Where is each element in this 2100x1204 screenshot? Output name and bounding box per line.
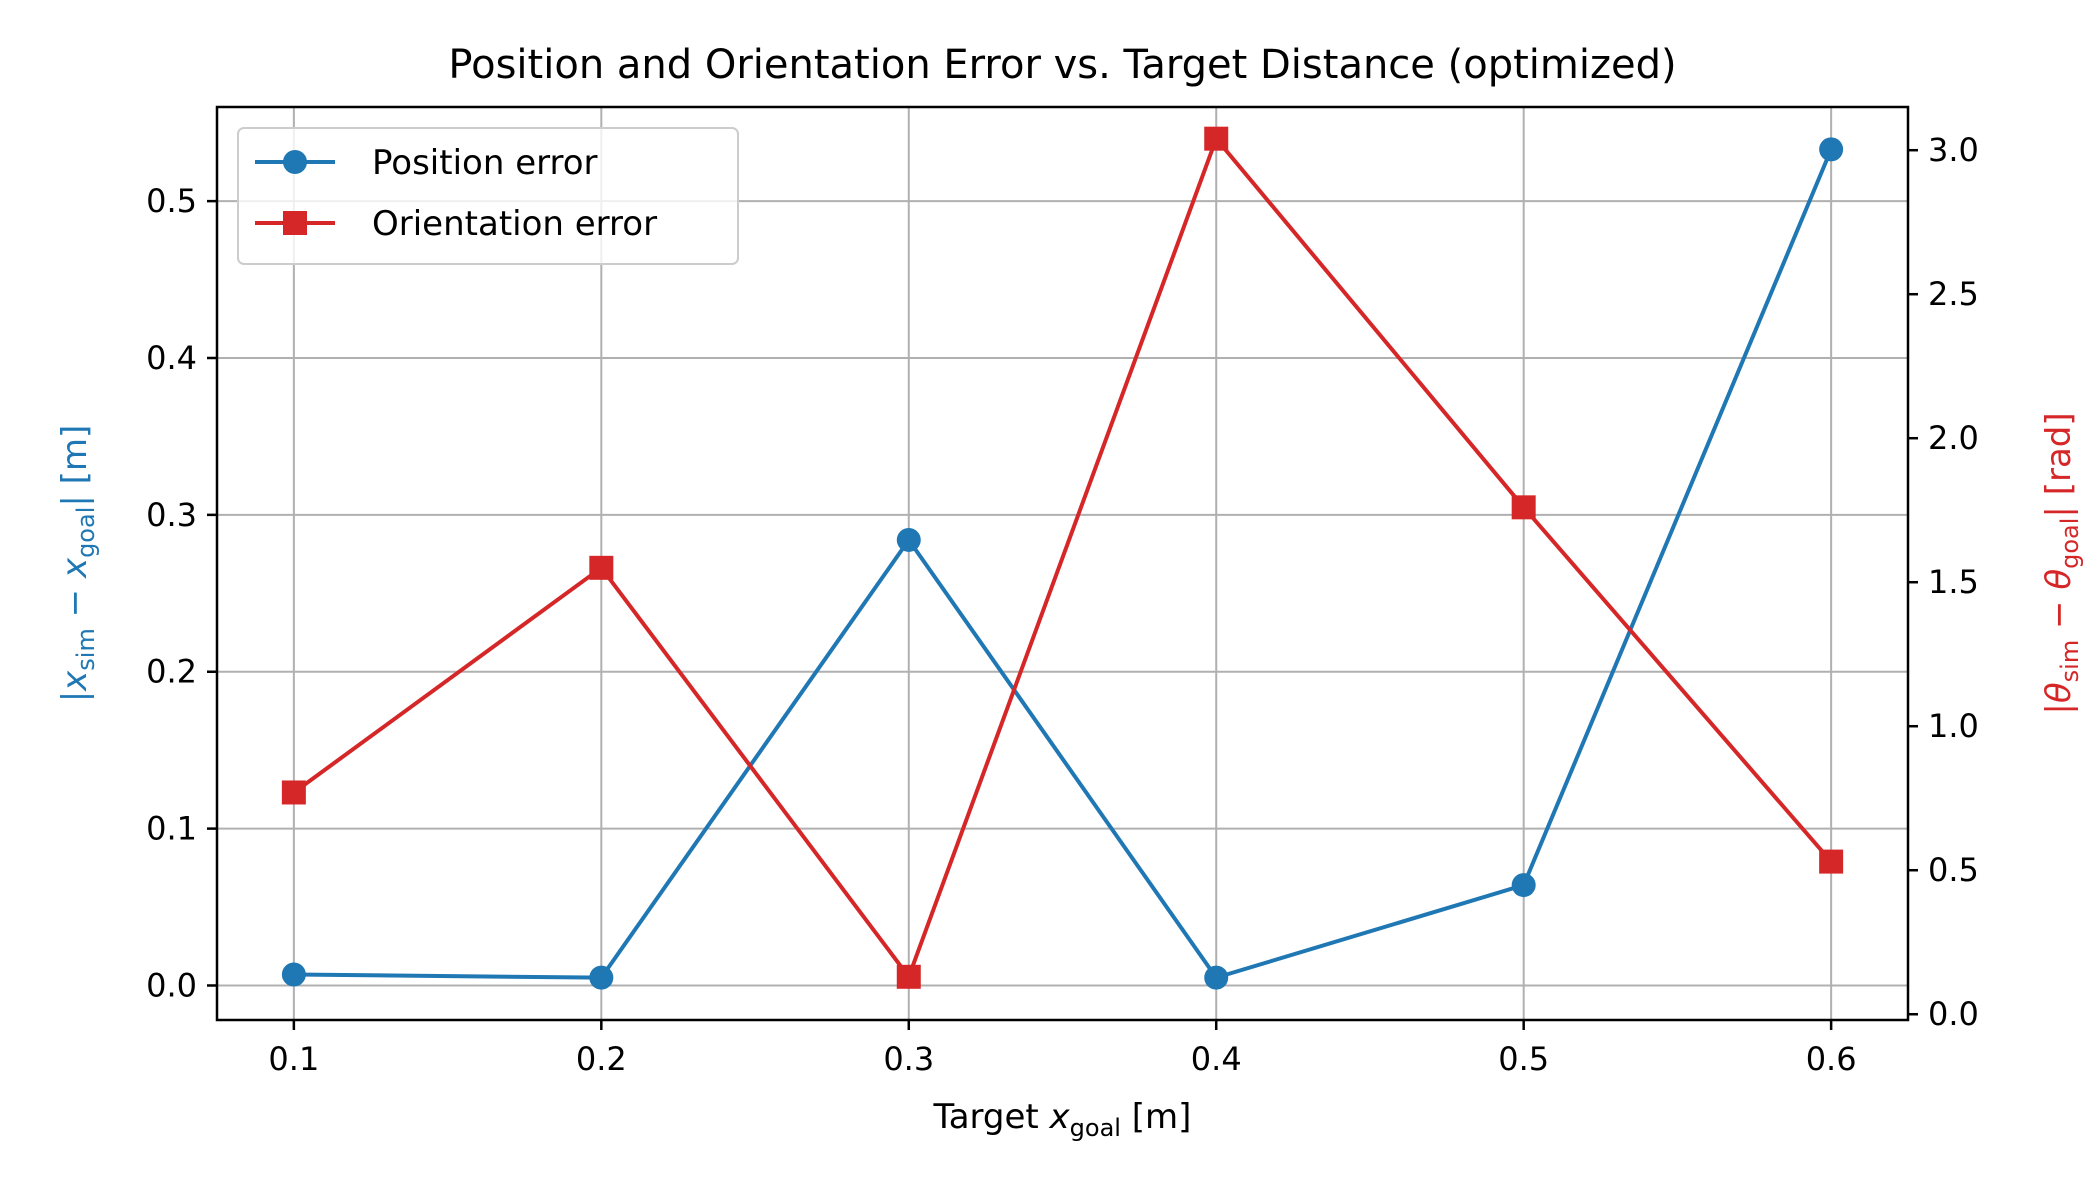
x-axis-title-sub: goal [1070, 1114, 1121, 1142]
position-error-line [293, 148, 1833, 980]
left-axis-title-op: − [55, 578, 95, 628]
right-axis-title-close: | [rad] [2039, 412, 2079, 517]
right-axis-title-open: | [2039, 703, 2079, 714]
position-error-point [281, 962, 306, 987]
x-axis-title-prefix: Target [933, 1097, 1050, 1137]
right-axis-title-op: − [2039, 590, 2079, 640]
left-axis-title-var1: x [55, 670, 95, 692]
left-y-tick-label: 0.5 [146, 182, 197, 220]
chart-title: Position and Orientation Error vs. Targe… [448, 42, 1676, 88]
right-axis-title-var2: θ [2039, 569, 2079, 590]
right-axis-title-sub2: goal [2056, 518, 2084, 569]
left-y-axis-title: |xsim − xgoal| [m] [55, 425, 100, 703]
legend-box [237, 127, 739, 265]
x-axis-title-suffix: [m] [1121, 1097, 1191, 1137]
series-lines [281, 126, 1844, 990]
right-y-tick-label: 1.5 [1928, 563, 1979, 601]
legend-entry-orientation-error: Orientation error [255, 204, 657, 244]
axis-ticks: 0.1 0.2 0.3 0.4 0.5 0.6 0.0 0.1 0.2 0.3 0.4 0.5 0.0 0… [146, 131, 1979, 1078]
left-y-tick-label: 0.0 [146, 966, 197, 1004]
position-error-point [896, 527, 921, 552]
left-axis-title-sub1: sim [72, 628, 100, 671]
orientation-error-point [589, 555, 614, 580]
svg-text:|θsim − θgoal| [rad]: |θsim − θgoal| [rad] [2039, 412, 2084, 714]
right-y-tick-label: 2.0 [1928, 419, 1979, 457]
left-y-tick-label: 0.4 [146, 339, 197, 377]
x-axis-title: Target xgoal [m] [933, 1097, 1192, 1142]
left-y-tick-label: 0.2 [146, 653, 197, 691]
position-error-point [1204, 965, 1229, 990]
right-axis-title-var1: θ [2039, 682, 2079, 703]
right-y-axis-title: |θsim − θgoal| [rad] [2039, 412, 2084, 714]
orientation-error-point [896, 964, 921, 989]
position-error-point [1819, 137, 1844, 162]
orientation-error-line [292, 136, 1833, 979]
left-y-tick-label: 0.1 [146, 810, 197, 848]
plot-frame [215, 105, 1910, 1022]
orientation-error-point [1819, 849, 1844, 874]
x-tick-label: 0.6 [1806, 1040, 1857, 1078]
left-axis-title-var2: x [55, 557, 95, 579]
right-y-tick-label: 0.0 [1928, 995, 1979, 1033]
orientation-error-point [1511, 495, 1536, 520]
left-axis-title-sub2: goal [72, 507, 100, 558]
right-axis-title-sub1: sim [2056, 640, 2084, 683]
legend-label-orientation-error: Orientation error [372, 204, 657, 244]
right-y-tick-label: 0.5 [1928, 851, 1979, 889]
legend-marker-circle [283, 150, 307, 174]
x-tick-label: 0.2 [576, 1040, 627, 1078]
orientation-error-point [281, 780, 306, 805]
right-y-tick-label: 1.0 [1928, 707, 1979, 745]
x-axis-title-var: x [1049, 1097, 1071, 1137]
orientation-error-point [1204, 126, 1229, 151]
left-axis-title-open: | [55, 691, 95, 702]
x-tick-label: 0.3 [883, 1040, 934, 1078]
position-error-point [1511, 873, 1536, 898]
legend: Position error Orientation error [237, 127, 739, 265]
left-axis-title-close: | [m] [55, 425, 95, 507]
right-y-tick-label: 2.5 [1928, 275, 1979, 313]
right-y-tick-label: 3.0 [1928, 131, 1979, 169]
gridlines [217, 107, 1908, 1020]
x-tick-label: 0.4 [1191, 1040, 1242, 1078]
left-y-tick-label: 0.3 [146, 496, 197, 534]
legend-entry-position-error: Position error [255, 143, 598, 183]
legend-marker-square [283, 211, 307, 235]
legend-label-position-error: Position error [372, 143, 598, 183]
position-error-point [589, 965, 614, 990]
x-tick-label: 0.1 [268, 1040, 319, 1078]
x-tick-label: 0.5 [1498, 1040, 1549, 1078]
svg-text:|xsim − xgoal| [m]: |xsim − xgoal| [m] [55, 425, 100, 703]
